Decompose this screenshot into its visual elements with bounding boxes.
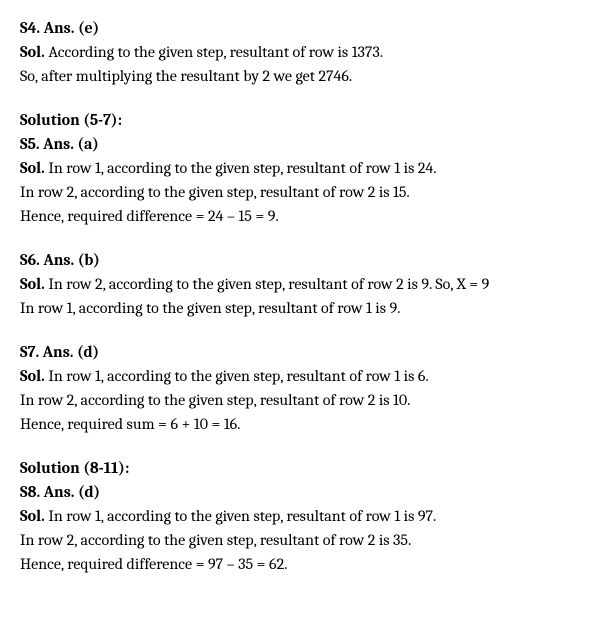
solution-group-5-7: Solution (5-7): S5. Ans. (a) Sol. In row… [20, 108, 593, 228]
sol-label: Sol. [20, 275, 45, 293]
s8-line1-text: In row 1, according to the given step, r… [45, 507, 437, 525]
s5-line1-text: In row 1, according to the given step, r… [45, 159, 437, 177]
s6-line2: In row 1, according to the given step, r… [20, 296, 593, 320]
s5-line1: Sol. In row 1, according to the given st… [20, 156, 593, 180]
s7-line1: Sol. In row 1, according to the given st… [20, 364, 593, 388]
s6-line1-text: In row 2, according to the given step, r… [45, 275, 489, 293]
s7-line3: Hence, required sum = 6 + 10 = 16. [20, 412, 593, 436]
sol57-heading: Solution (5-7): [20, 108, 593, 132]
s7-line2: In row 2, according to the given step, r… [20, 388, 593, 412]
sol811-heading: Solution (8-11): [20, 456, 593, 480]
s4-heading: S4. Ans. (e) [20, 16, 593, 40]
s4-line1-text: According to the given step, resultant o… [45, 43, 383, 61]
solution-s6: S6. Ans. (b) Sol. In row 2, according to… [20, 248, 593, 320]
sol-label: Sol. [20, 159, 45, 177]
s8-line1: Sol. In row 1, according to the given st… [20, 504, 593, 528]
solution-group-8-11: Solution (8-11): S8. Ans. (d) Sol. In ro… [20, 456, 593, 576]
solution-s7: S7. Ans. (d) Sol. In row 1, according to… [20, 340, 593, 436]
s8-heading: S8. Ans. (d) [20, 480, 593, 504]
s8-line2: In row 2, according to the given step, r… [20, 528, 593, 552]
s5-line3: Hence, required difference = 24 – 15 = 9… [20, 204, 593, 228]
s5-line2: In row 2, according to the given step, r… [20, 180, 593, 204]
sol-label: Sol. [20, 507, 45, 525]
s7-heading: S7. Ans. (d) [20, 340, 593, 364]
sol-label: Sol. [20, 367, 45, 385]
sol-label: Sol. [20, 43, 45, 61]
s5-heading: S5. Ans. (a) [20, 132, 593, 156]
s4-line2: So, after multiplying the resultant by 2… [20, 64, 593, 88]
s6-heading: S6. Ans. (b) [20, 248, 593, 272]
s4-line1: Sol. According to the given step, result… [20, 40, 593, 64]
s7-line1-text: In row 1, according to the given step, r… [45, 367, 429, 385]
s6-line1: Sol. In row 2, according to the given st… [20, 272, 593, 296]
solution-s4: S4. Ans. (e) Sol. According to the given… [20, 16, 593, 88]
s8-line3: Hence, required difference = 97 – 35 = 6… [20, 552, 593, 576]
